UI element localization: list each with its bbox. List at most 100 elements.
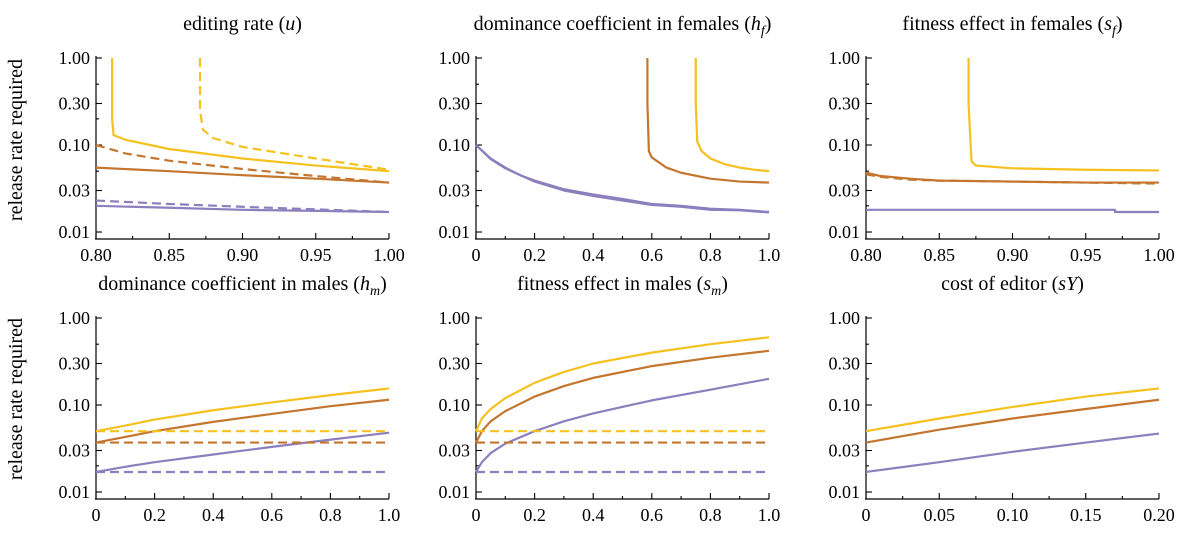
chart-panel-4: dominance coefficient in males (hm)0.010… <box>59 273 401 525</box>
x-tick-label: 0.80 <box>850 245 882 265</box>
y-tick-label: 1.00 <box>439 48 471 68</box>
y-tick-label: 1.00 <box>829 308 861 328</box>
y-tick-label: 0.30 <box>59 353 91 373</box>
x-tick-label: 0.6 <box>641 505 664 525</box>
x-tick-label: 0.2 <box>143 505 166 525</box>
y-tick-label: 0.10 <box>59 395 91 415</box>
chart-title: dominance coefficient in males (hm) <box>98 273 387 299</box>
y-tick-label: 0.03 <box>439 441 471 461</box>
series-line-purple-solid <box>475 144 770 214</box>
y-tick-label: 1.00 <box>439 308 471 328</box>
series-line-purple-solid <box>95 204 390 214</box>
chart-panel-2: dominance coefficient in females (hf) 0.0… <box>439 13 781 265</box>
series-line-purple-solid <box>866 208 1159 214</box>
y-tick-label: 0.01 <box>829 482 861 502</box>
y-axis-label-top: release rate required <box>5 59 27 221</box>
x-tick-label: 0.20 <box>1143 505 1175 525</box>
y-tick-label: 0.01 <box>59 482 91 502</box>
series-line-orange-solid <box>95 166 390 184</box>
series-line-orange-dashed <box>95 143 390 184</box>
x-tick-label: 0.2 <box>523 245 546 265</box>
series-line-orange-solid <box>865 398 1160 444</box>
series-line-yellow-solid <box>865 387 1160 433</box>
y-tick-label: 1.00 <box>59 48 91 68</box>
y-tick-label: 0.03 <box>59 181 91 201</box>
x-tick-label: 0 <box>862 505 871 525</box>
x-tick-label: 1.00 <box>1143 245 1175 265</box>
series-line-yellow-solid <box>95 387 390 433</box>
chart-title: cost of editor (sY) <box>941 273 1084 295</box>
y-tick-label: 1.00 <box>829 48 861 68</box>
y-tick-label: 0.01 <box>829 222 861 242</box>
x-tick-label: 0.8 <box>319 505 342 525</box>
y-tick-label: 0.30 <box>829 93 861 113</box>
chart-panel-3: fitness effect in females (sf) 0.01 0.03 0.… <box>829 13 1175 265</box>
y-tick-label: 1.00 <box>59 308 91 328</box>
series-line-yellow-solid <box>967 58 1160 172</box>
x-tick-label: 0.10 <box>997 505 1029 525</box>
series-line-yellow-solid <box>694 58 770 173</box>
chart-panel-5: fitness effect in males (sm) 0.01 0.03 0.10… <box>439 273 781 525</box>
x-tick-label: 0 <box>472 245 481 265</box>
y-tick-label: 0.10 <box>439 395 471 415</box>
x-tick-label: 0.6 <box>261 505 284 525</box>
x-tick-label: 1.00 <box>373 245 405 265</box>
y-tick-label: 0.30 <box>439 353 471 373</box>
x-tick-label: 0.6 <box>641 245 664 265</box>
x-tick-label: 0.4 <box>582 505 605 525</box>
series-line-purple-solid <box>865 432 1160 474</box>
series-line-purple-solid <box>95 431 390 474</box>
chart-title: fitness effect in females (sf) <box>902 13 1122 39</box>
series-line-orange-solid <box>646 58 770 184</box>
x-tick-label: 0.8 <box>699 505 722 525</box>
y-tick-label: 0.01 <box>439 222 471 242</box>
x-tick-label: 1.0 <box>378 505 401 525</box>
series-line-purple-solid <box>475 377 770 473</box>
y-tick-label: 0.03 <box>59 441 91 461</box>
series-line-yellow-solid <box>475 336 770 432</box>
x-tick-label: 0.85 <box>924 245 956 265</box>
chart-panel-6: cost of editor (sY) 0.01 0.03 0.10 0.30 1.00 0… <box>829 273 1175 525</box>
x-tick-label: 0 <box>92 505 101 525</box>
x-tick-label: 0.80 <box>80 245 112 265</box>
x-tick-label: 0.2 <box>523 505 546 525</box>
chart-panel-1: editing rate (u) 0.01 0.03 0.10 0.30 1.00 0.80… <box>59 13 405 265</box>
series-line-orange-dashed <box>865 173 1160 185</box>
x-tick-label: 0.95 <box>1070 245 1102 265</box>
series-line-orange-solid <box>475 349 770 444</box>
y-tick-label: 0.30 <box>439 93 471 113</box>
y-tick-label: 0.30 <box>829 353 861 373</box>
y-tick-label: 0.01 <box>439 482 471 502</box>
series-line-purple-solid <box>475 144 770 214</box>
x-tick-label: 0.90 <box>997 245 1029 265</box>
y-tick-label: 0.01 <box>59 222 91 242</box>
series-line-orange-solid <box>95 398 390 444</box>
y-tick-label: 0.10 <box>59 135 91 155</box>
x-tick-label: 0.85 <box>154 245 186 265</box>
x-tick-label: 0.90 <box>227 245 259 265</box>
x-tick-label: 0.15 <box>1070 505 1102 525</box>
chart-title: editing rate (u) <box>183 13 302 35</box>
y-tick-label: 0.10 <box>829 395 861 415</box>
x-tick-label: 1.0 <box>758 505 781 525</box>
x-tick-label: 0.4 <box>582 245 605 265</box>
y-tick-label: 0.03 <box>439 181 471 201</box>
y-tick-label: 0.10 <box>829 135 861 155</box>
y-tick-label: 0.03 <box>829 441 861 461</box>
series-line-yellow-dashed <box>198 58 390 171</box>
chart-title: fitness effect in males (sm) <box>517 273 728 299</box>
y-tick-label: 0.10 <box>439 135 471 155</box>
x-tick-label: 0.8 <box>699 245 722 265</box>
x-tick-label: 0.05 <box>924 505 956 525</box>
y-axis-label-bottom: release rate required <box>5 318 27 480</box>
x-tick-label: 0 <box>472 505 481 525</box>
x-tick-label: 1.0 <box>758 245 781 265</box>
x-tick-label: 0.4 <box>202 505 225 525</box>
y-tick-label: 0.30 <box>59 93 91 113</box>
x-tick-label: 0.95 <box>300 245 332 265</box>
series-line-yellow-solid <box>111 58 390 173</box>
panels: editing rate (u)0.010.030.100.301.000.80… <box>59 13 1175 525</box>
chart-title: dominance coefficient in females (hf) <box>474 13 772 39</box>
y-tick-label: 0.03 <box>829 181 861 201</box>
